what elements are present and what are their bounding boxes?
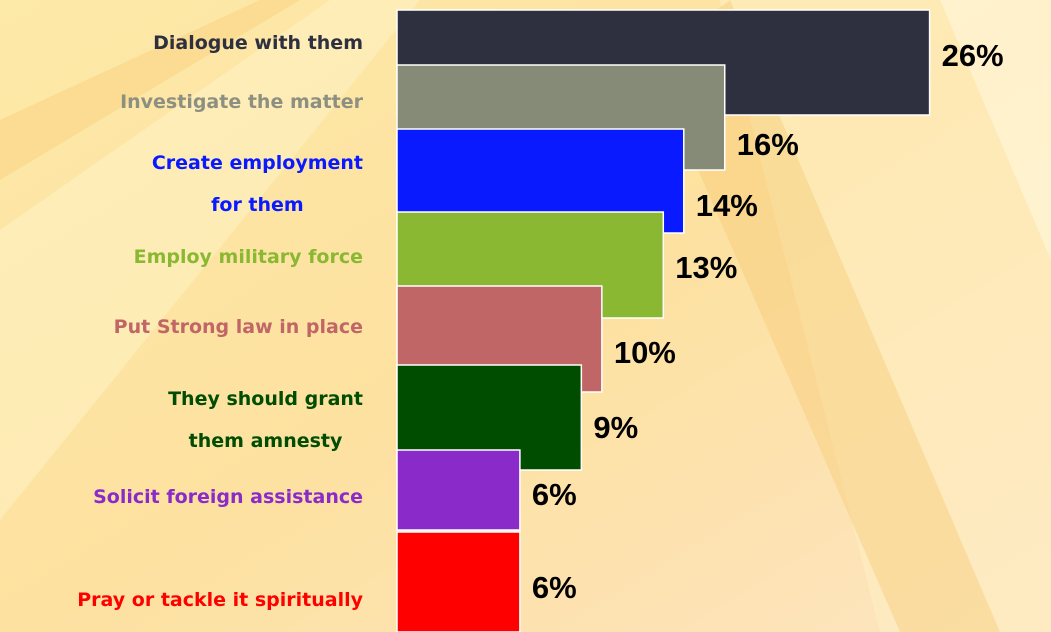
- category-label: Investigate the matter: [120, 81, 363, 123]
- category-label: Put Strong law in place: [114, 306, 363, 348]
- value-label: 6%: [532, 477, 577, 512]
- value-label: 26%: [942, 38, 1004, 73]
- category-text: Solicit foreign assistance: [93, 486, 363, 508]
- bar: [396, 449, 521, 531]
- value-label: 14%: [696, 188, 758, 223]
- category-text: Create employment for them: [151, 152, 363, 216]
- category-label: They should grant them amnesty: [168, 378, 363, 462]
- bar: [396, 531, 521, 632]
- value-label: 16%: [737, 127, 799, 162]
- value-label: 9%: [593, 410, 638, 445]
- category-text: They should grant them amnesty: [168, 388, 363, 452]
- category-label: Pray or tackle it spiritually: [77, 579, 363, 621]
- value-label: 6%: [532, 570, 577, 605]
- category-label: Dialogue with them: [153, 22, 363, 64]
- category-label: Employ military force: [134, 236, 363, 278]
- category-text: Investigate the matter: [120, 91, 363, 113]
- value-label: 10%: [614, 335, 676, 370]
- category-text: Dialogue with them: [153, 32, 363, 54]
- value-label: 13%: [675, 250, 737, 285]
- category-text: Pray or tackle it spiritually: [77, 589, 363, 611]
- category-text: Put Strong law in place: [113, 316, 363, 338]
- category-label: Create employment for them: [152, 142, 363, 226]
- category-label: Solicit foreign assistance: [93, 476, 363, 518]
- category-text: Employ military force: [133, 246, 363, 268]
